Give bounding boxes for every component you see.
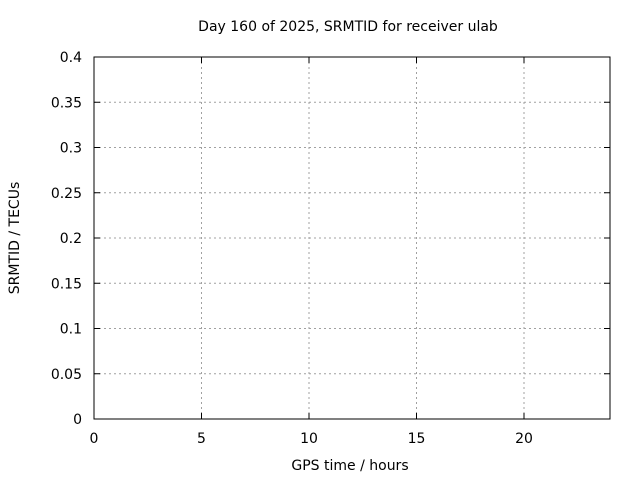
x-axis-label: GPS time / hours [291, 458, 408, 474]
grid-lines [94, 57, 610, 419]
x-tick-label: 20 [515, 431, 533, 447]
y-tick-label: 0.3 [60, 141, 82, 157]
chart-title: Day 160 of 2025, SRMTID for receiver ula… [198, 19, 498, 35]
y-tick-label: 0.4 [60, 50, 82, 66]
y-axis-label: SRMTID / TECUs [7, 182, 23, 295]
y-tick-label: 0 [73, 412, 82, 428]
axis-ticks: 0 0.05 0.1 0.15 0.2 0.25 0.3 0.35 0.4 0 5 10 15 20 [51, 50, 610, 447]
x-tick-label: 15 [408, 431, 426, 447]
y-tick-label: 0.05 [51, 367, 82, 383]
x-tick-label: 10 [300, 431, 318, 447]
y-tick-label: 0.2 [60, 231, 82, 247]
y-tick-label: 0.1 [60, 322, 82, 338]
x-tick-label: 0 [90, 431, 99, 447]
y-tick-label: 0.15 [51, 276, 82, 292]
y-tick-label: 0.35 [51, 95, 82, 111]
y-tick-label: 0.25 [51, 186, 82, 202]
x-tick-label: 5 [197, 431, 206, 447]
plot-frame [93, 56, 611, 420]
